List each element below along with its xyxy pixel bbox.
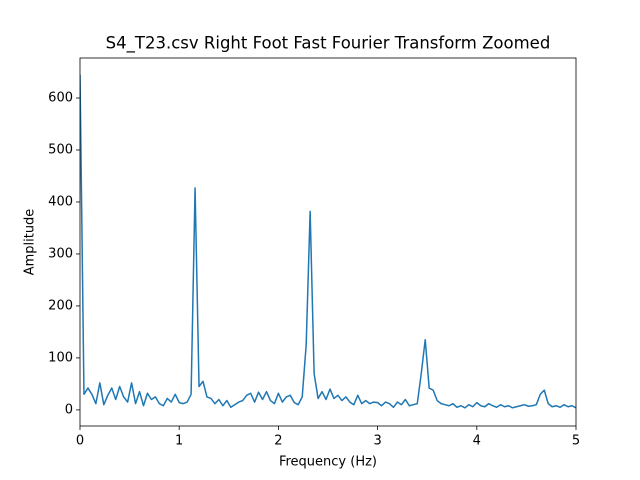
- x-tick-label: 4: [473, 434, 481, 449]
- data-line: [80, 74, 576, 409]
- x-tick-label: 1: [175, 434, 183, 449]
- x-tick-label: 5: [572, 434, 580, 449]
- x-tick-label: 2: [274, 434, 282, 449]
- y-tick-label: 0: [65, 402, 73, 417]
- x-axis-label: Frequency (Hz): [279, 455, 377, 470]
- x-tick-label: 0: [76, 434, 84, 449]
- plot-frame: [79, 57, 577, 427]
- y-tick-label: 400: [48, 194, 73, 209]
- y-tick-label: 200: [48, 298, 73, 313]
- y-tick-label: 100: [48, 350, 73, 365]
- y-axis-label: Amplitude: [23, 209, 38, 276]
- chart-title: S4_T23.csv Right Foot Fast Fourier Trans…: [106, 34, 551, 54]
- y-tick-label: 300: [48, 246, 73, 261]
- y-tick-label: 500: [48, 143, 73, 158]
- x-tick-label: 3: [373, 434, 381, 449]
- y-tick-label: 600: [48, 91, 73, 106]
